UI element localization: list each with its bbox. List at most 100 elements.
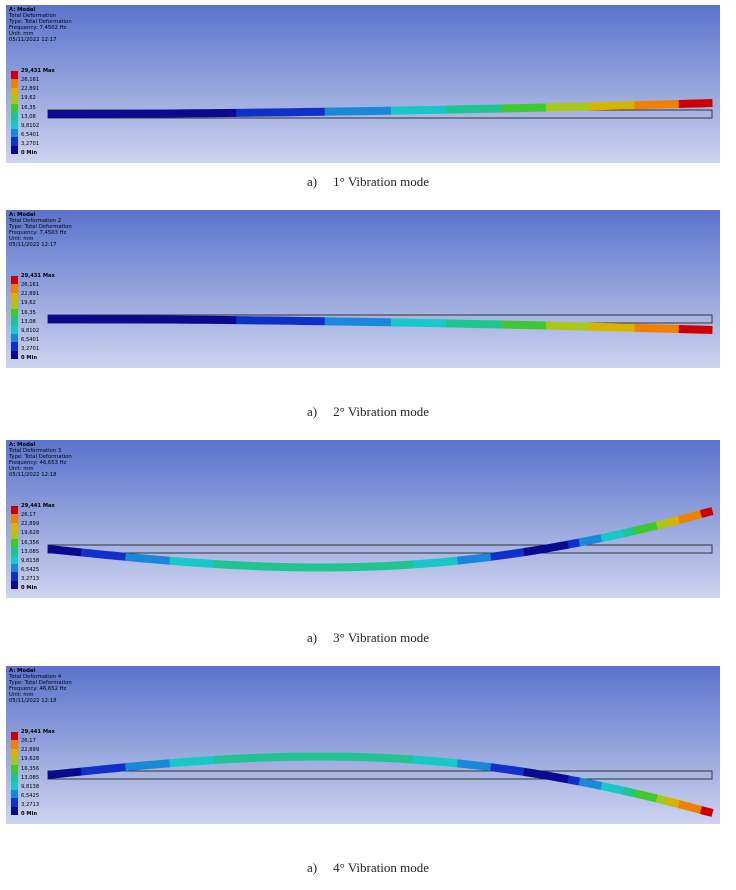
deformed-beam-segment bbox=[699, 806, 714, 817]
header-timestamp: 05/11/2022 12:18 bbox=[9, 472, 57, 479]
deformed-beam-segment bbox=[224, 560, 237, 570]
legend-color-bar bbox=[11, 732, 18, 815]
legend-color-band bbox=[11, 514, 18, 523]
deformed-beam-segment bbox=[589, 779, 603, 790]
deformed-beam-segment bbox=[390, 561, 403, 570]
legend-color-band bbox=[11, 145, 18, 154]
legend-label: 26,17 bbox=[21, 512, 36, 518]
legend-label: 22,891 bbox=[21, 86, 40, 92]
header-title: A: Modal bbox=[9, 212, 36, 218]
deformed-beam-segment bbox=[556, 540, 570, 551]
deformed-beam-segment bbox=[644, 792, 659, 803]
legend-label: 3,2701 bbox=[21, 346, 40, 352]
header-frequency: Frequency: 46,652 Hz bbox=[9, 686, 67, 693]
legend-label: 3,2713 bbox=[21, 802, 40, 808]
deformed-beam-segment bbox=[600, 531, 614, 542]
deformed-beam-segment bbox=[102, 550, 116, 560]
header-frequency: Frequency: 7,4502 Hz bbox=[9, 25, 67, 32]
mode-2-beam-plot bbox=[47, 314, 713, 334]
legend-color-bar bbox=[11, 71, 18, 154]
deformed-beam-segment bbox=[666, 515, 681, 527]
caption-text: 3° Vibration mode bbox=[333, 630, 429, 645]
legend-color-band bbox=[11, 580, 18, 589]
legend-color-band bbox=[11, 564, 18, 573]
deformed-beam-segment bbox=[147, 554, 160, 564]
mode-4-header: A: Modal Total Deformation 4 Type: Total… bbox=[9, 668, 72, 705]
legend-color-band bbox=[11, 71, 18, 80]
deformed-beam-segment bbox=[401, 754, 414, 764]
deformed-beam-segment bbox=[169, 556, 182, 566]
legend-label: 22,899 bbox=[21, 521, 40, 527]
legend-max-label: 29,431 Max bbox=[21, 68, 55, 74]
legend-color-band bbox=[11, 79, 18, 88]
deformed-beam-segment bbox=[180, 757, 193, 767]
deformed-beam-segment bbox=[688, 510, 703, 521]
deformed-beam-segment bbox=[545, 771, 559, 782]
legend-min-label: 0 Min bbox=[21, 150, 38, 156]
deformed-beam-segment bbox=[91, 765, 105, 775]
deformed-beam-segment bbox=[58, 768, 72, 778]
legend-label: 9,8102 bbox=[21, 328, 40, 334]
legend-label: 19,628 bbox=[21, 756, 40, 762]
mode-3-caption: a) 3° Vibration mode bbox=[0, 630, 736, 646]
deformed-beam-segment bbox=[114, 763, 127, 773]
legend-label: 3,2713 bbox=[21, 576, 40, 582]
legend-max-label: 29,431 Max bbox=[21, 273, 55, 279]
caption-letter: a) bbox=[307, 860, 318, 875]
legend-label: 19,62 bbox=[21, 300, 36, 306]
deformed-beam-segment bbox=[213, 559, 226, 569]
header-type: Type: Total Deformation bbox=[9, 19, 72, 26]
legend-color-band bbox=[11, 756, 18, 766]
legend-label: 22,899 bbox=[21, 747, 40, 753]
deformed-beam-segment bbox=[699, 507, 714, 518]
legend-color-band bbox=[11, 555, 18, 565]
legend-color-band bbox=[11, 732, 18, 741]
caption-text: 4° Vibration mode bbox=[333, 860, 429, 875]
legend-color-band bbox=[11, 112, 18, 121]
deformed-beam-segment bbox=[677, 800, 692, 811]
deformed-beam-segment bbox=[677, 513, 692, 524]
legend-label: 19,628 bbox=[21, 530, 40, 536]
legend-min-label: 0 Min bbox=[21, 585, 38, 591]
mode-2-panel: A: Modal Total Deformation 2 Type: Total… bbox=[6, 210, 720, 368]
deformed-beam-segment bbox=[58, 546, 72, 556]
legend-color-band bbox=[11, 300, 18, 310]
deformed-beam-segment bbox=[644, 521, 659, 532]
legend-label: 22,891 bbox=[21, 291, 40, 297]
deformed-beam-segment bbox=[379, 753, 392, 763]
deformed-beam-segment bbox=[589, 534, 603, 545]
deformed-beam-segment bbox=[501, 549, 514, 560]
legend-label: 13,08 bbox=[21, 114, 36, 120]
header-timestamp: 05/11/2022 12:18 bbox=[9, 698, 57, 705]
legend-color-band bbox=[11, 95, 18, 105]
deformed-beam-segment bbox=[622, 786, 636, 798]
deformed-beam-segment bbox=[578, 536, 592, 547]
deformed-beam-segment bbox=[191, 558, 204, 568]
deformed-beam-segment bbox=[446, 758, 459, 768]
deformed-beam-segment bbox=[479, 761, 492, 772]
deformed-beam-segment bbox=[169, 758, 182, 768]
legend-max-label: 29,441 Max bbox=[21, 729, 55, 735]
legend-min-label: 0 Min bbox=[21, 355, 38, 361]
deformed-beam-segment bbox=[91, 549, 105, 559]
header-unit: Unit: mm bbox=[9, 466, 34, 473]
deformed-beam-segment bbox=[501, 764, 514, 775]
deformed-beam-segment bbox=[379, 561, 392, 571]
mode-3-color-legend: 29,441 Max 26,17 22,899 19,628 16,356 13… bbox=[11, 503, 71, 593]
deformed-beam-segment bbox=[512, 766, 525, 776]
deformed-beam-segment bbox=[490, 763, 503, 773]
deformed-beam-segment bbox=[202, 559, 215, 568]
legend-label: 6,5425 bbox=[21, 567, 40, 573]
legend-label: 26,17 bbox=[21, 738, 36, 744]
legend-label: 13,085 bbox=[21, 549, 40, 555]
mode-3-beam-plot bbox=[47, 507, 714, 572]
header-unit: Unit: mm bbox=[9, 236, 34, 243]
legend-color-band bbox=[11, 781, 18, 791]
deformed-beam-segment bbox=[202, 756, 215, 765]
deformed-beam-segment bbox=[512, 548, 525, 558]
deformed-beam-segment bbox=[666, 797, 681, 809]
deformed-beam-segment bbox=[235, 561, 248, 570]
deformed-beam-segment bbox=[655, 794, 670, 806]
header-title: A: Modal bbox=[9, 668, 36, 674]
deformed-beam-segment bbox=[390, 754, 403, 763]
